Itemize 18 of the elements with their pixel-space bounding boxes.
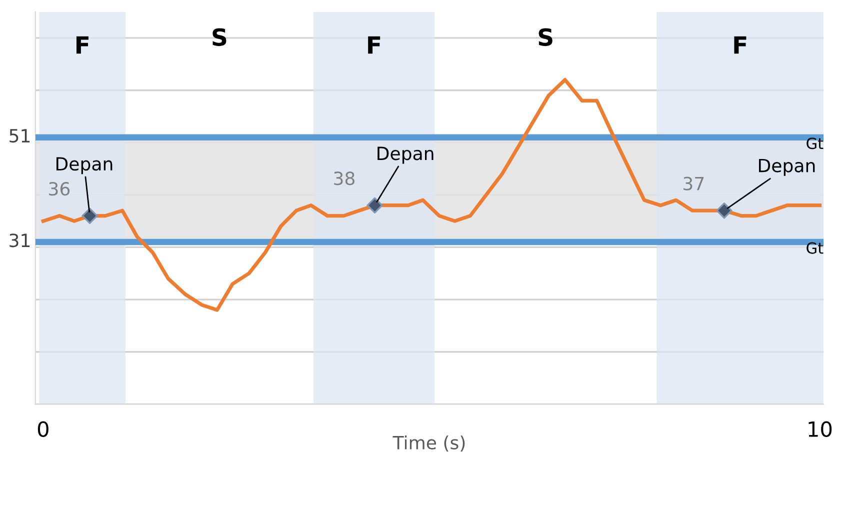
- band-label: F: [734, 36, 746, 54]
- annotation: Depan: [758, 158, 815, 176]
- x-tick-label: 10: [808, 421, 832, 437]
- annotation: S: [212, 28, 226, 46]
- data-label: 36: [49, 182, 70, 196]
- ref-line-label: Gt: [806, 242, 824, 254]
- x-tick-label: 0: [38, 421, 48, 437]
- annotation: 31: [10, 234, 30, 248]
- band-label: F: [76, 36, 88, 54]
- data-label: 38: [334, 172, 354, 186]
- ref-line-label: Gt: [806, 138, 824, 150]
- annotation: S: [538, 28, 552, 46]
- data-label: 37: [684, 176, 704, 190]
- annotation: Depan: [56, 157, 112, 174]
- annotation: 51: [10, 129, 30, 143]
- x-axis-title: Time (s): [392, 435, 465, 452]
- annotation: Depan: [378, 146, 434, 164]
- band-label: F: [368, 36, 380, 54]
